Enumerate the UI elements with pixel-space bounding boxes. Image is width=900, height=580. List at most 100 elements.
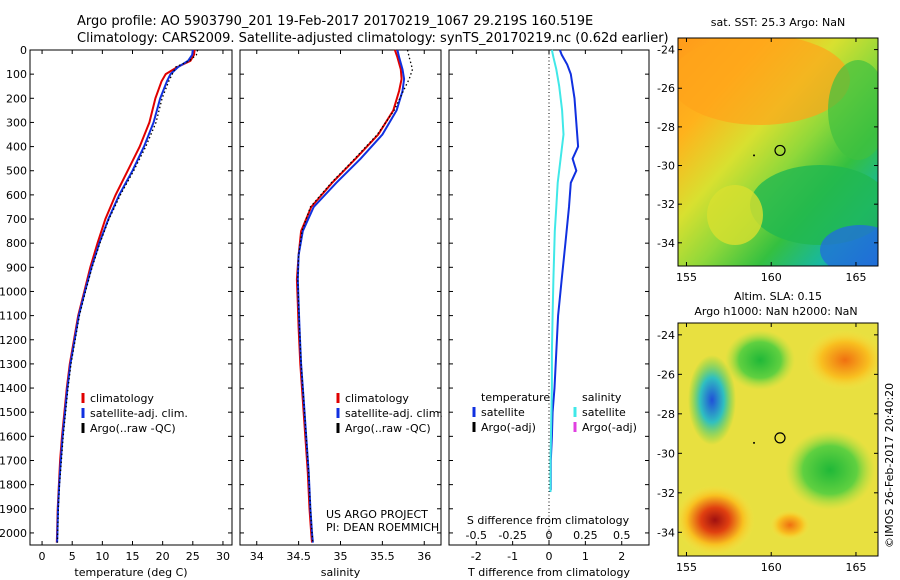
- depth-tick-label: 1500: [0, 406, 27, 419]
- sla_map-xtick-label: 155: [676, 561, 697, 574]
- sst_map-xtick-label: 165: [845, 271, 866, 284]
- depth-tick-label: 800: [6, 237, 27, 250]
- depth-tick-label: 1200: [0, 334, 27, 347]
- difference-top-xlabel: S difference from climatology: [467, 514, 630, 527]
- difference-xtick-label: -1: [507, 550, 518, 563]
- temperature-legend-label: satellite-adj. clim.: [90, 407, 188, 420]
- depth-tick-label: 1700: [0, 454, 27, 467]
- difference-top-tick-label: 0.25: [573, 529, 598, 542]
- sla_map-xtick-label: 165: [845, 561, 866, 574]
- pi-annotation: PI: DEAN ROEMMICH: [326, 521, 439, 534]
- salinity-xlabel: salinity: [321, 566, 361, 579]
- difference-legend-t-satellite: satellite: [481, 406, 525, 419]
- difference-xtick-label: 0: [546, 550, 553, 563]
- sst_map-float-dot: [753, 154, 756, 157]
- difference-legend-s-argo: Argo(-adj): [582, 421, 637, 434]
- salinity-series-argo-raw-qc-: [297, 49, 414, 543]
- difference-xlabel: T difference from climatology: [467, 566, 630, 579]
- sla-green-patch: [785, 430, 875, 510]
- depth-tick-label: 1400: [0, 382, 27, 395]
- temperature-panel: 0100200300400500600700800900100011001200…: [0, 44, 233, 579]
- header-line-1: Argo profile: AO 5903790_201 19-Feb-2017…: [77, 14, 593, 29]
- sst-warm-patch: [678, 38, 850, 125]
- depth-tick-label: 300: [6, 116, 27, 129]
- sla_map-float-dot: [753, 441, 756, 444]
- sla-map-panel: 155 160 165 -24 -26 -28 -30 -32 -34 Altim. SLA: 0…: [657, 290, 879, 574]
- depth-tick-label: 1000: [0, 285, 27, 298]
- salinity-legend-label: climatology: [345, 392, 409, 405]
- salinity-xtick-label: 35.5: [370, 550, 395, 563]
- sst_map-ytick-label: -26: [657, 82, 675, 95]
- sla_map-ytick-label: -32: [657, 487, 675, 500]
- salinity-legend-label: satellite-adj. clim.: [345, 407, 443, 420]
- temperature-xtick-label: 20: [156, 550, 170, 563]
- difference-xtick-label: -2: [471, 550, 482, 563]
- temperature-xtick-label: 10: [95, 550, 109, 563]
- salinity-frame: [239, 49, 442, 546]
- temperature-series-climatology: [55, 49, 196, 543]
- sst_map-field: [678, 38, 878, 266]
- sla_map-field: [678, 323, 878, 556]
- temperature-xtick-label: 15: [126, 550, 140, 563]
- sst_map-xtick-label: 155: [676, 271, 697, 284]
- difference-legend-s-satellite: satellite: [582, 406, 626, 419]
- sst_map-xtick-label: 160: [761, 271, 782, 284]
- sst-map-panel: 155 160 165 -24 -26 -28 -30 -32 -34 sat. SST: 25.…: [657, 16, 879, 284]
- sla_map-argo-marker: [774, 432, 786, 444]
- temperature-series-argo-raw-qc-: [56, 49, 199, 543]
- sla-orange-patch: [770, 510, 810, 540]
- sst-yellow-patch: [707, 185, 763, 245]
- depth-tick-label: 900: [6, 261, 27, 274]
- sla-map-subtitle: Argo h1000: NaN h2000: NaN: [694, 305, 857, 318]
- depth-tick-label: 2000: [0, 527, 27, 540]
- temperature-xtick-label: 0: [39, 550, 46, 563]
- depth-tick-label: 200: [6, 92, 27, 105]
- project-annotation: US ARGO PROJECT: [326, 508, 428, 521]
- depth-tick-label: 700: [6, 213, 27, 226]
- difference-xtick-label: 2: [618, 550, 625, 563]
- sla-high-patch: [678, 485, 755, 555]
- depth-tick-label: 500: [6, 165, 27, 178]
- difference-xtick-label: 1: [582, 550, 589, 563]
- sst-green-patch: [828, 60, 878, 160]
- depth-tick-label: 1100: [0, 310, 27, 323]
- difference-legend-t-argo: Argo(-adj): [481, 421, 536, 434]
- depth-tick-label: 1800: [0, 479, 27, 492]
- sst-blue-patch: [820, 225, 878, 266]
- sst_map-frame: [677, 37, 879, 267]
- difference-top-tick-label: -0.5: [466, 529, 487, 542]
- sst_map-ytick-label: -30: [657, 160, 675, 173]
- depth-tick-label: 400: [6, 141, 27, 154]
- sla_map-ytick-label: -24: [657, 329, 675, 342]
- sla-green-patch: [725, 330, 795, 390]
- sst_map-ytick-label: -28: [657, 121, 675, 134]
- salinity-xtick-label: 35: [334, 550, 348, 563]
- temperature-xtick-label: 5: [69, 550, 76, 563]
- difference-top-tick-label: -0.25: [498, 529, 526, 542]
- temperature-frame: [29, 49, 233, 546]
- difference-series-s-satellite: [549, 49, 565, 492]
- salinity-series-satellite-adj-clim-: [296, 49, 406, 543]
- sst-green-patch: [750, 165, 878, 245]
- salinity-xtick-label: 34.5: [286, 550, 311, 563]
- sst_map-ytick-label: -32: [657, 198, 675, 211]
- temperature-legend-label: climatology: [90, 392, 154, 405]
- salinity-panel: 34 34.5 35 35.5 36 salinity climatology satelli…: [239, 49, 443, 579]
- sst-map-title: sat. SST: 25.3 Argo: NaN: [711, 16, 845, 29]
- sst_map-ytick-label: -34: [657, 237, 675, 250]
- sla-map-title: Altim. SLA: 0.15: [734, 290, 822, 303]
- temperature-legend-label: Argo(..raw -QC): [90, 422, 176, 435]
- header-line-2: Climatology: CARS2009. Satellite-adjuste…: [77, 31, 669, 46]
- depth-tick-label: 0: [20, 44, 27, 57]
- salinity-xtick-label: 36: [417, 550, 431, 563]
- depth-tick-label: 1300: [0, 358, 27, 371]
- depth-tick-label: 100: [6, 68, 27, 81]
- difference-legend-temperature-title: temperature: [481, 391, 550, 404]
- sla_map-ytick-label: -28: [657, 408, 675, 421]
- depth-tick-label: 1900: [0, 503, 27, 516]
- difference-top-tick-label: 0.5: [613, 529, 631, 542]
- difference-legend-salinity-title: salinity: [582, 391, 622, 404]
- depth-tick-label: 1600: [0, 430, 27, 443]
- temperature-series-satellite-adj-clim-: [56, 49, 194, 543]
